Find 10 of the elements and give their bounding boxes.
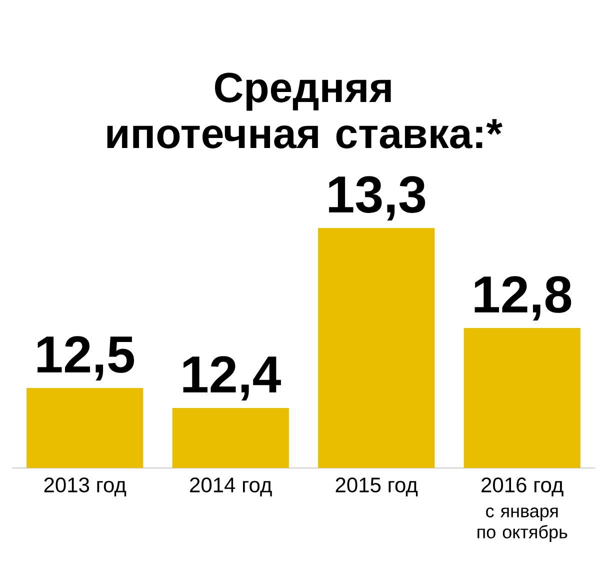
chart-title: Средняя ипотечная ставка:* (107, 72, 502, 148)
x-tick-label: 2015 год (336, 478, 418, 496)
text: с января по октябрь (478, 508, 568, 542)
data-label: 12,4 (183, 356, 281, 400)
data-label: 12,5 (38, 336, 134, 380)
x-tick-label: 2013 год (44, 478, 126, 496)
data-label: 13,3 (329, 176, 426, 220)
x-tick-label: 2014 год (190, 478, 272, 496)
x-tick-label: 2016 год (482, 478, 564, 496)
data-label: 12,8 (474, 276, 572, 320)
